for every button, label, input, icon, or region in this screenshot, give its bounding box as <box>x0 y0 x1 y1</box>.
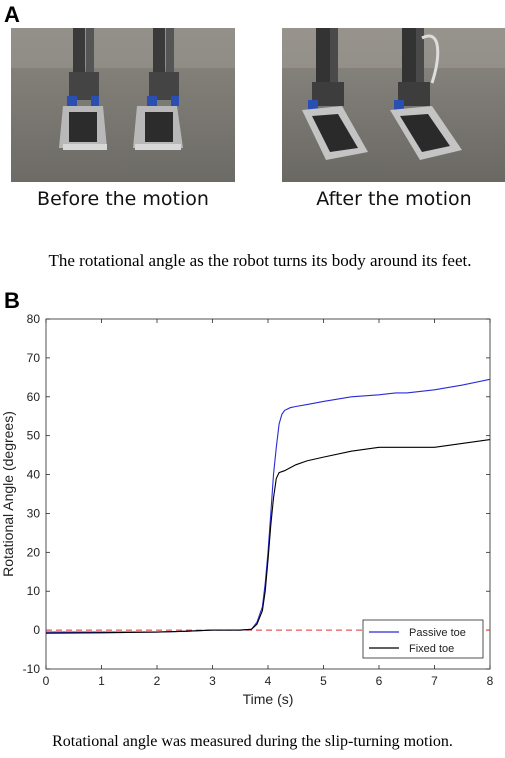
y-tick-label: 30 <box>27 506 41 520</box>
panel-a-caption: The rotational angle as the robot turns … <box>48 251 472 270</box>
x-tick-label: 2 <box>154 674 161 688</box>
y-tick-label: 40 <box>27 468 41 482</box>
panel-label-b: B <box>4 288 20 313</box>
x-axis-label: Time (s) <box>243 691 294 707</box>
y-tick-label: 80 <box>27 312 41 326</box>
legend-box <box>362 619 484 659</box>
x-tick-label: 5 <box>320 674 327 688</box>
after-motion-caption: After the motion <box>316 188 472 210</box>
panel-label-a: A <box>4 2 20 27</box>
series-line-fixed-toe <box>45 439 491 634</box>
x-tick-label: 6 <box>376 674 383 688</box>
y-axis-label: Rotational Angle (degrees) <box>0 411 16 577</box>
legend-label: Fixed toe <box>409 643 454 655</box>
y-tick-label: 70 <box>27 351 41 365</box>
y-tick-label: 20 <box>27 545 41 559</box>
x-tick-label: 8 <box>487 674 494 688</box>
y-tick-label: -10 <box>23 662 41 676</box>
plot-frame <box>45 318 491 670</box>
y-tick-label: 60 <box>27 390 41 404</box>
plot-area-border <box>45 318 491 670</box>
y-tick-label: 10 <box>27 584 41 598</box>
legend: Passive toe Fixed toe <box>362 619 484 659</box>
x-tick-label: 1 <box>98 674 105 688</box>
before-motion-caption: Before the motion <box>37 188 209 210</box>
after-motion-photo <box>282 28 505 182</box>
before-motion-photo <box>11 28 235 182</box>
x-tick-label: 3 <box>209 674 216 688</box>
panel-b-caption: Rotational angle was measured during the… <box>52 733 453 750</box>
y-tick-label: 50 <box>27 429 41 443</box>
legend-label: Passive toe <box>409 627 466 639</box>
x-tick-label: 0 <box>43 674 50 688</box>
y-tick-label: 0 <box>33 623 40 637</box>
x-tick-label: 4 <box>265 674 272 688</box>
x-tick-label: 7 <box>431 674 438 688</box>
